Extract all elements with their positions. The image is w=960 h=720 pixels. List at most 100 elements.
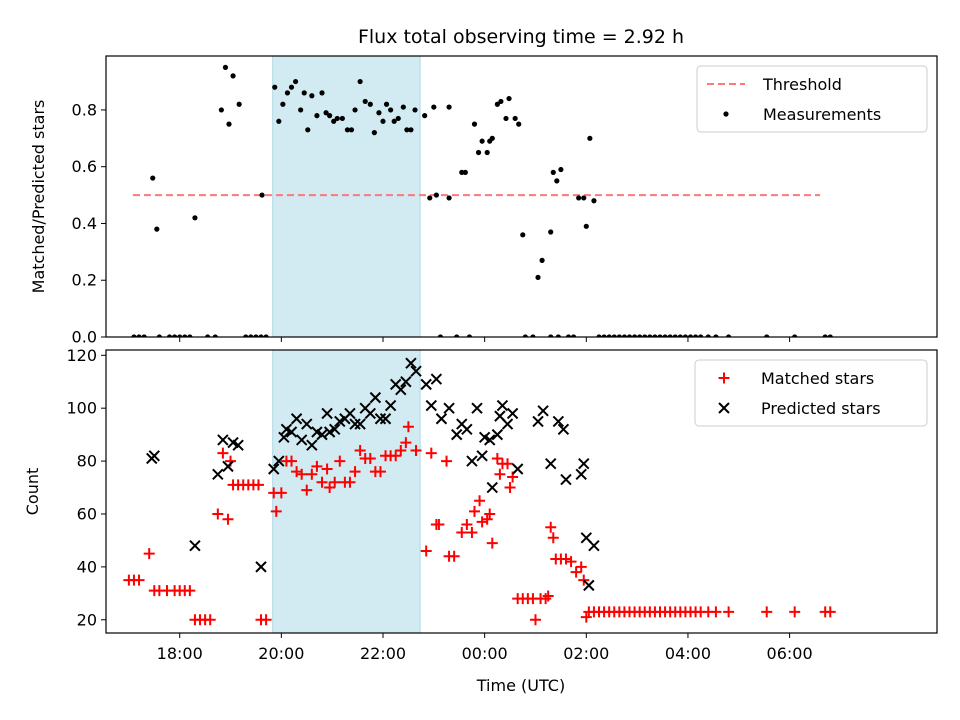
data-point bbox=[435, 413, 448, 425]
data-point bbox=[348, 127, 355, 133]
data-point bbox=[545, 521, 557, 533]
legend-label: Measurements bbox=[763, 105, 881, 124]
y-tick-label: 60 bbox=[77, 504, 97, 523]
data-point bbox=[339, 115, 345, 122]
data-point bbox=[364, 407, 377, 420]
y-axis-label: Count bbox=[23, 468, 42, 516]
data-point bbox=[583, 579, 595, 592]
data-point bbox=[136, 334, 142, 337]
data-point bbox=[334, 455, 346, 467]
data-point bbox=[484, 149, 490, 156]
x-tick-label: 18:00 bbox=[157, 644, 203, 663]
data-point bbox=[491, 452, 503, 464]
data-point bbox=[466, 455, 478, 467]
data-point bbox=[512, 115, 518, 122]
data-point bbox=[383, 101, 390, 107]
plot-area bbox=[123, 350, 836, 633]
data-point bbox=[446, 104, 452, 110]
data-point bbox=[177, 334, 183, 337]
data-point bbox=[548, 334, 554, 337]
data-point bbox=[484, 508, 496, 520]
data-point bbox=[558, 166, 564, 173]
data-point bbox=[131, 334, 137, 337]
data-point bbox=[329, 423, 341, 436]
data-point bbox=[542, 590, 554, 602]
x-tick-label: 06:00 bbox=[767, 644, 813, 663]
data-point bbox=[141, 334, 147, 337]
series-predicted-stars bbox=[146, 357, 600, 592]
data-point bbox=[552, 415, 565, 428]
data-point bbox=[321, 407, 333, 420]
data-point bbox=[474, 495, 486, 507]
data-point bbox=[672, 334, 678, 337]
data-point bbox=[331, 118, 337, 124]
data-point bbox=[545, 458, 557, 470]
data-point bbox=[212, 468, 224, 481]
data-point bbox=[319, 90, 325, 96]
data-point bbox=[611, 334, 617, 337]
observing-window-band bbox=[272, 350, 421, 633]
data-point bbox=[425, 399, 437, 412]
data-point bbox=[404, 127, 410, 133]
legend: Matched stars Predicted stars bbox=[694, 359, 928, 427]
y-tick-label: 0.4 bbox=[72, 214, 97, 233]
data-point bbox=[587, 135, 593, 141]
data-point bbox=[288, 84, 295, 90]
data-point bbox=[601, 334, 607, 337]
data-point bbox=[395, 445, 407, 457]
data-point bbox=[268, 463, 280, 475]
data-point bbox=[273, 455, 285, 467]
data-point bbox=[540, 593, 552, 605]
data-point bbox=[354, 418, 366, 430]
data-point bbox=[192, 215, 198, 221]
data-point bbox=[306, 439, 318, 451]
data-point bbox=[260, 614, 272, 626]
legend-box bbox=[696, 65, 928, 133]
data-point bbox=[557, 423, 570, 436]
data-point bbox=[637, 334, 643, 337]
data-point bbox=[286, 455, 298, 467]
data-point bbox=[182, 334, 188, 337]
data-point bbox=[166, 334, 173, 337]
data-point bbox=[420, 378, 432, 391]
data-point bbox=[369, 391, 382, 404]
data-point bbox=[290, 413, 303, 425]
data-point bbox=[647, 334, 653, 337]
data-point bbox=[560, 553, 572, 565]
data-point bbox=[217, 434, 229, 446]
data-point bbox=[218, 107, 224, 113]
data-point bbox=[367, 101, 373, 107]
data-point bbox=[461, 519, 473, 531]
data-point bbox=[667, 334, 673, 337]
data-point bbox=[491, 428, 504, 441]
data-point bbox=[431, 104, 437, 110]
data-point bbox=[570, 334, 577, 337]
data-point bbox=[150, 175, 156, 181]
data-point bbox=[459, 169, 465, 175]
data-point bbox=[270, 505, 282, 517]
data-point bbox=[652, 334, 658, 337]
data-point bbox=[537, 405, 549, 417]
data-point bbox=[437, 334, 444, 337]
data-point bbox=[466, 526, 478, 538]
data-point bbox=[494, 101, 500, 107]
data-point bbox=[295, 434, 308, 446]
data-point bbox=[321, 463, 333, 475]
data-point bbox=[471, 402, 483, 414]
data-point bbox=[222, 64, 229, 70]
data-point bbox=[410, 365, 422, 377]
data-point bbox=[222, 460, 234, 473]
x-axis-label: Time (UTC) bbox=[476, 676, 565, 695]
data-point bbox=[789, 606, 801, 618]
data-point bbox=[349, 466, 361, 478]
data-point bbox=[252, 479, 264, 491]
data-point bbox=[433, 192, 439, 198]
data-point bbox=[698, 334, 704, 337]
data-point bbox=[374, 466, 386, 478]
y-axis-label: Matched/Predicted stars bbox=[29, 100, 48, 294]
data-point bbox=[560, 473, 572, 486]
data-point bbox=[376, 110, 382, 116]
data-point bbox=[323, 110, 329, 116]
data-point bbox=[583, 223, 589, 229]
data-point bbox=[511, 463, 524, 475]
